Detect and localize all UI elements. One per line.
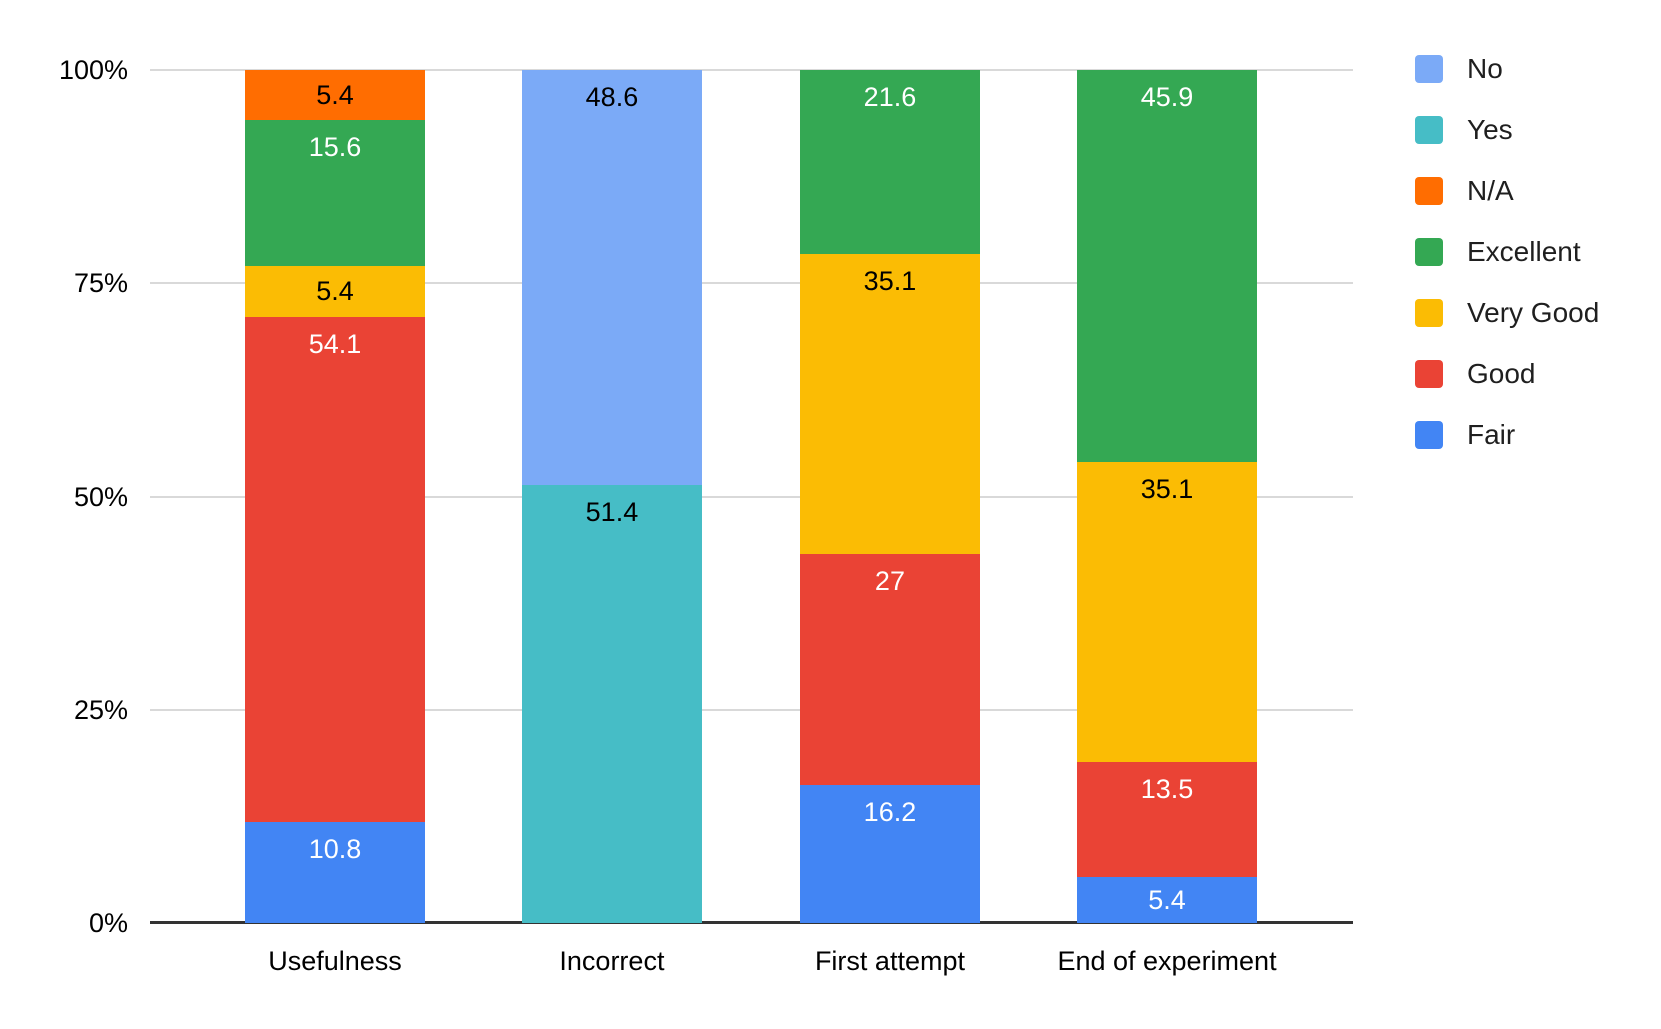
legend-item-good: Good xyxy=(1415,360,1599,388)
bar-value-label: 35.1 xyxy=(863,266,917,297)
legend-swatch-good xyxy=(1415,360,1443,388)
bar-segment-first-attempt-excellent: 21.6 xyxy=(799,70,980,255)
bar-value-label: 35.1 xyxy=(1140,473,1194,504)
x-axis-label-usefulness: Usefulness xyxy=(268,946,402,976)
bar-value-label: 21.6 xyxy=(863,82,917,113)
legend-swatch-fair xyxy=(1415,421,1443,449)
bar-value-label: 54.1 xyxy=(308,328,362,359)
bar-segment-incorrect-yes: 51.4 xyxy=(521,484,702,923)
bar-segment-end-of-experiment-fair: 5.4 xyxy=(1077,876,1258,923)
bar-segment-usefulness-good: 54.1 xyxy=(245,316,426,823)
bar-value-label: 45.9 xyxy=(1140,82,1194,113)
bar-first-attempt: 16.2 27 35.1 21.6 xyxy=(799,70,980,923)
gridline-100 xyxy=(150,69,1353,71)
bar-segment-end-of-experiment-very-good: 35.1 xyxy=(1077,461,1258,762)
y-axis-label-100: 100% xyxy=(58,55,128,85)
bar-segment-first-attempt-very-good: 35.1 xyxy=(799,254,980,555)
bar-segment-end-of-experiment-excellent: 45.9 xyxy=(1077,70,1258,462)
bar-segment-first-attempt-good: 27 xyxy=(799,554,980,785)
y-axis-label-0: 0% xyxy=(88,908,128,938)
y-axis-label-75: 75% xyxy=(73,268,128,299)
legend-label-good: Good xyxy=(1467,358,1536,389)
legend-item-excellent: Excellent xyxy=(1415,238,1599,266)
x-axis-label-first-attempt: First attempt xyxy=(814,946,965,976)
plot-area: 10.8 54.1 5.4 15.6 5.4 Usefulness 51.4 48.6 Inco… xyxy=(150,69,1353,976)
bar-value-label: 5.4 xyxy=(316,276,354,307)
bar-value-label: 27 xyxy=(874,566,905,597)
gridline-25 xyxy=(150,708,1353,711)
x-axis-label-incorrect: Incorrect xyxy=(559,946,665,976)
bar-end-of-experiment: 5.4 13.5 35.1 45.9 xyxy=(1077,70,1258,923)
x-axis-line xyxy=(150,921,1353,924)
bar-segment-usefulness-very-good: 5.4 xyxy=(245,266,426,317)
y-axis-label-25: 25% xyxy=(73,694,128,725)
legend-label-excellent: Excellent xyxy=(1467,236,1581,267)
bar-value-label: 5.4 xyxy=(316,80,354,111)
legend-swatch-excellent xyxy=(1415,238,1443,266)
bar-value-label: 5.4 xyxy=(1148,884,1186,915)
legend-label-no: No xyxy=(1467,53,1503,84)
legend: No Yes N/A Excellent Very Good Good Fair xyxy=(1415,55,1599,449)
bar-incorrect: 51.4 48.6 xyxy=(521,70,702,923)
bar-value-label: 10.8 xyxy=(308,834,362,865)
bar-segment-end-of-experiment-good: 13.5 xyxy=(1077,761,1258,877)
legend-item-fair: Fair xyxy=(1415,421,1599,449)
legend-swatch-yes xyxy=(1415,116,1443,144)
bar-segment-first-attempt-fair: 16.2 xyxy=(799,784,980,923)
bar-value-label: 48.6 xyxy=(585,82,639,113)
y-axis-label-50: 50% xyxy=(73,481,128,512)
bar-segment-incorrect-no: 48.6 xyxy=(521,70,702,485)
legend-label-yes: Yes xyxy=(1467,114,1513,145)
bar-value-label: 13.5 xyxy=(1140,773,1194,804)
legend-item-n-a: N/A xyxy=(1415,177,1599,205)
bar-value-label: 51.4 xyxy=(585,496,639,527)
bar-segment-usefulness-excellent: 15.6 xyxy=(245,120,426,267)
legend-item-no: No xyxy=(1415,55,1599,83)
gridline-50 xyxy=(150,495,1353,498)
legend-swatch-very-good xyxy=(1415,299,1443,327)
legend-label-very-good: Very Good xyxy=(1467,297,1600,328)
legend-swatch-no xyxy=(1415,55,1443,83)
legend-swatch-n-a xyxy=(1415,177,1443,205)
bar-usefulness: 10.8 54.1 5.4 15.6 5.4 xyxy=(245,70,426,923)
x-axis-label-end-of-experiment: End of experiment xyxy=(1057,946,1277,976)
bar-value-label: 16.2 xyxy=(863,796,917,827)
legend-item-yes: Yes xyxy=(1415,116,1599,144)
legend-label-n-a: N/A xyxy=(1467,175,1514,206)
legend-label-fair: Fair xyxy=(1467,419,1516,450)
bar-value-label: 15.6 xyxy=(308,132,362,163)
bar-segment-usefulness-fair: 10.8 xyxy=(245,822,426,923)
gridline-75 xyxy=(150,282,1353,285)
legend-item-very-good: Very Good xyxy=(1415,299,1599,327)
bar-segment-usefulness-n-a: 5.4 xyxy=(245,70,426,121)
